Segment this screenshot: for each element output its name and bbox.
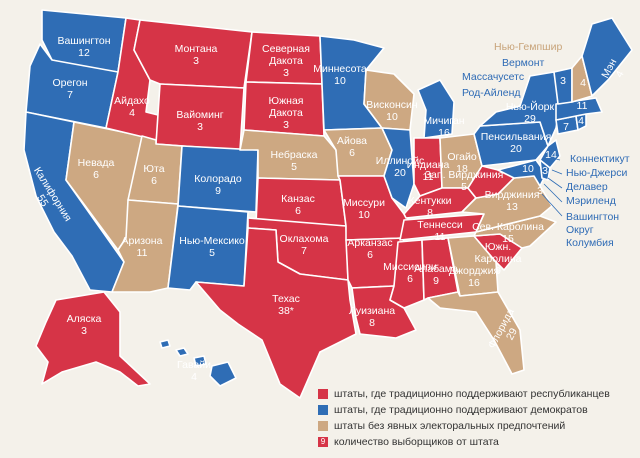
votes-md: 10 [522, 163, 534, 175]
label-dc: Вашингтон Округ Колумбия [566, 211, 622, 249]
legend-label-swing: штаты без явных электоральных предпочтен… [334, 419, 566, 432]
label-pa: Пенсильвания 20 [481, 131, 552, 155]
label-ny: Нью-Йорк 29 [506, 100, 555, 125]
votes-nj: 14 [545, 149, 557, 161]
label-ma: Массачусетс [462, 71, 524, 83]
votes-ct: 7 [563, 121, 569, 133]
legend: штаты, где традиционно поддерживают респ… [318, 386, 638, 450]
label-nm: Нью-Мексико 5 [179, 235, 245, 259]
label-tn: Теннесси 11 [417, 219, 463, 243]
label-mi: Мичиган 16 [423, 115, 464, 139]
label-ks: Канзас 6 [281, 193, 315, 217]
legend-swatch-votes: 9 [318, 436, 328, 447]
label-nd: Северная Дакота 3 [262, 43, 310, 79]
state-de [539, 159, 551, 181]
legend-swatch-swing [318, 420, 328, 431]
label-tx: Техас 38* [272, 293, 300, 317]
label-hi: Гавайи 4 [177, 359, 211, 383]
legend-swatch-democrat [318, 404, 328, 415]
label-mt: Монтана 3 [175, 43, 218, 67]
state-md [497, 159, 547, 187]
label-il: Иллинойс 20 [376, 155, 424, 179]
state-nm [167, 205, 249, 291]
label-la: Луизиана 8 [349, 305, 395, 329]
votes-nh: 4 [580, 77, 586, 89]
votes-dc: 3 [537, 185, 543, 197]
label-ne: Небраска 5 [271, 149, 318, 173]
state-il [381, 127, 415, 209]
label-sc: Южн. Каролина 9 [474, 241, 521, 277]
label-ut: Юта 6 [143, 163, 164, 187]
label-or: Орегон 7 [52, 77, 87, 101]
label-in: Индиана 11 [407, 159, 450, 183]
label-ky: Кентукки 8 [409, 195, 452, 219]
label-de: Делавер [566, 181, 608, 193]
label-mo: Миссури 10 [343, 197, 385, 221]
state-fl [427, 291, 525, 375]
label-sd: Южная Дакота 3 [269, 95, 304, 131]
label-nc: Сев. Каролина 15 [472, 221, 544, 245]
label-va: Вирджиния 13 [485, 189, 540, 213]
label-wi: Висконсин 10 [366, 99, 418, 123]
legend-row-democrat: штаты, где традиционно поддерживают демо… [318, 402, 638, 417]
votes-vt: 3 [560, 75, 566, 87]
state-ma [555, 97, 603, 121]
state-tx [195, 227, 357, 399]
label-co: Колорадо 9 [194, 173, 242, 197]
votes-de: 3 [542, 165, 548, 177]
leader-lines [541, 157, 563, 217]
label-id: Айдахо 4 [114, 95, 150, 119]
label-ct: Коннектикут [570, 153, 630, 165]
label-vt: Вермонт [502, 57, 545, 69]
legend-row-republican: штаты, где традиционно поддерживают респ… [318, 386, 638, 401]
votes-ma: 11 [577, 100, 588, 112]
label-md: Мэриленд [566, 195, 616, 207]
label-ia: Айова 6 [337, 135, 367, 159]
state-nj [539, 139, 561, 169]
label-wa: Вашингтон 12 [57, 35, 110, 59]
label-nj: Нью-Джерси [566, 167, 627, 179]
legend-label-democrat: штаты, где традиционно поддерживают демо… [334, 403, 588, 416]
state-mi [417, 79, 455, 139]
votes-ri: 4 [578, 115, 584, 127]
label-ak: Аляска 3 [67, 313, 102, 337]
state-nc [473, 215, 557, 249]
label-ri: Род-Айленд [462, 87, 521, 99]
label-mn: Миннесота 10 [313, 63, 367, 87]
label-nv: Невада 6 [78, 157, 115, 181]
label-ok: Оклахома 7 [280, 233, 329, 257]
legend-swatch-republican [318, 388, 328, 399]
label-al: Алабама 9 [414, 263, 458, 287]
legend-label-votes: количество выборщиков от штата [334, 435, 499, 448]
state-me [581, 17, 633, 97]
external-labels: Нью-Гемпшир Вермонт Массачусетс Род-Айле… [462, 41, 630, 249]
label-nh: Нью-Гемпшир [494, 41, 562, 53]
legend-row-swing: штаты без явных электоральных предпочтен… [318, 418, 638, 433]
label-ms: Миссисипи 6 [383, 261, 437, 285]
label-oh: Огайо 18 [447, 151, 476, 175]
legend-label-republican: штаты, где традиционно поддерживают респ… [334, 387, 610, 400]
legend-row-votes: 9 количество выборщиков от штата [318, 434, 638, 449]
state-ga [447, 235, 499, 297]
label-wy: Вайоминг 3 [176, 109, 223, 133]
state-ak [35, 291, 151, 387]
label-wv: Зап. Вирджиния 5 [425, 169, 504, 193]
state-hi [159, 339, 237, 387]
label-az: Аризона 11 [122, 235, 163, 259]
label-ga: Джорджия 16 [449, 265, 499, 289]
label-ar: Арканзас 6 [347, 237, 392, 261]
